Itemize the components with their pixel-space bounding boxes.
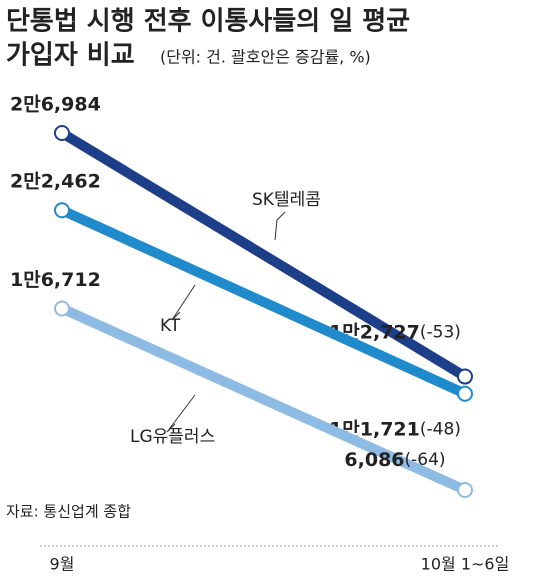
series-name: SK텔레콤 <box>252 190 321 210</box>
value-label: 2만2,462 <box>10 171 101 193</box>
chart-title-line2: 가입자 비교 <box>6 41 135 71</box>
series-line <box>59 205 468 399</box>
leader-line <box>166 394 196 433</box>
value-label: 1만6,712 <box>10 269 101 291</box>
x-tick-label: 9월 <box>50 555 75 574</box>
x-tick-label: 10월 1~6일 <box>421 555 510 574</box>
chart-title: 단통법 시행 전후 이통사들의 일 평균 <box>6 7 410 37</box>
change-label: (-53) <box>420 323 461 343</box>
point <box>54 125 70 141</box>
series-line <box>59 303 468 495</box>
point <box>457 368 473 385</box>
value-label-group: 1만2,727(-53) <box>329 321 461 343</box>
source: 자료: 통신업계 종합 <box>6 503 131 521</box>
point <box>457 482 473 498</box>
point <box>457 385 473 402</box>
series-name: KT <box>160 316 181 336</box>
change-label: (-64) <box>405 450 446 470</box>
series-name: LG유플러스 <box>130 427 215 447</box>
value-label-group: 6,086(-64) <box>344 449 445 471</box>
change-label: (-48) <box>420 420 461 440</box>
point <box>54 300 70 317</box>
value-label: 2만6,984 <box>10 94 101 116</box>
leader-line <box>171 284 196 321</box>
point <box>54 202 70 219</box>
leader-line <box>274 211 286 241</box>
series-line <box>59 128 468 381</box>
value-label: 6,086 <box>344 449 404 471</box>
chart-subtitle: (단위: 건. 괄호안은 증감률, %) <box>160 48 371 67</box>
